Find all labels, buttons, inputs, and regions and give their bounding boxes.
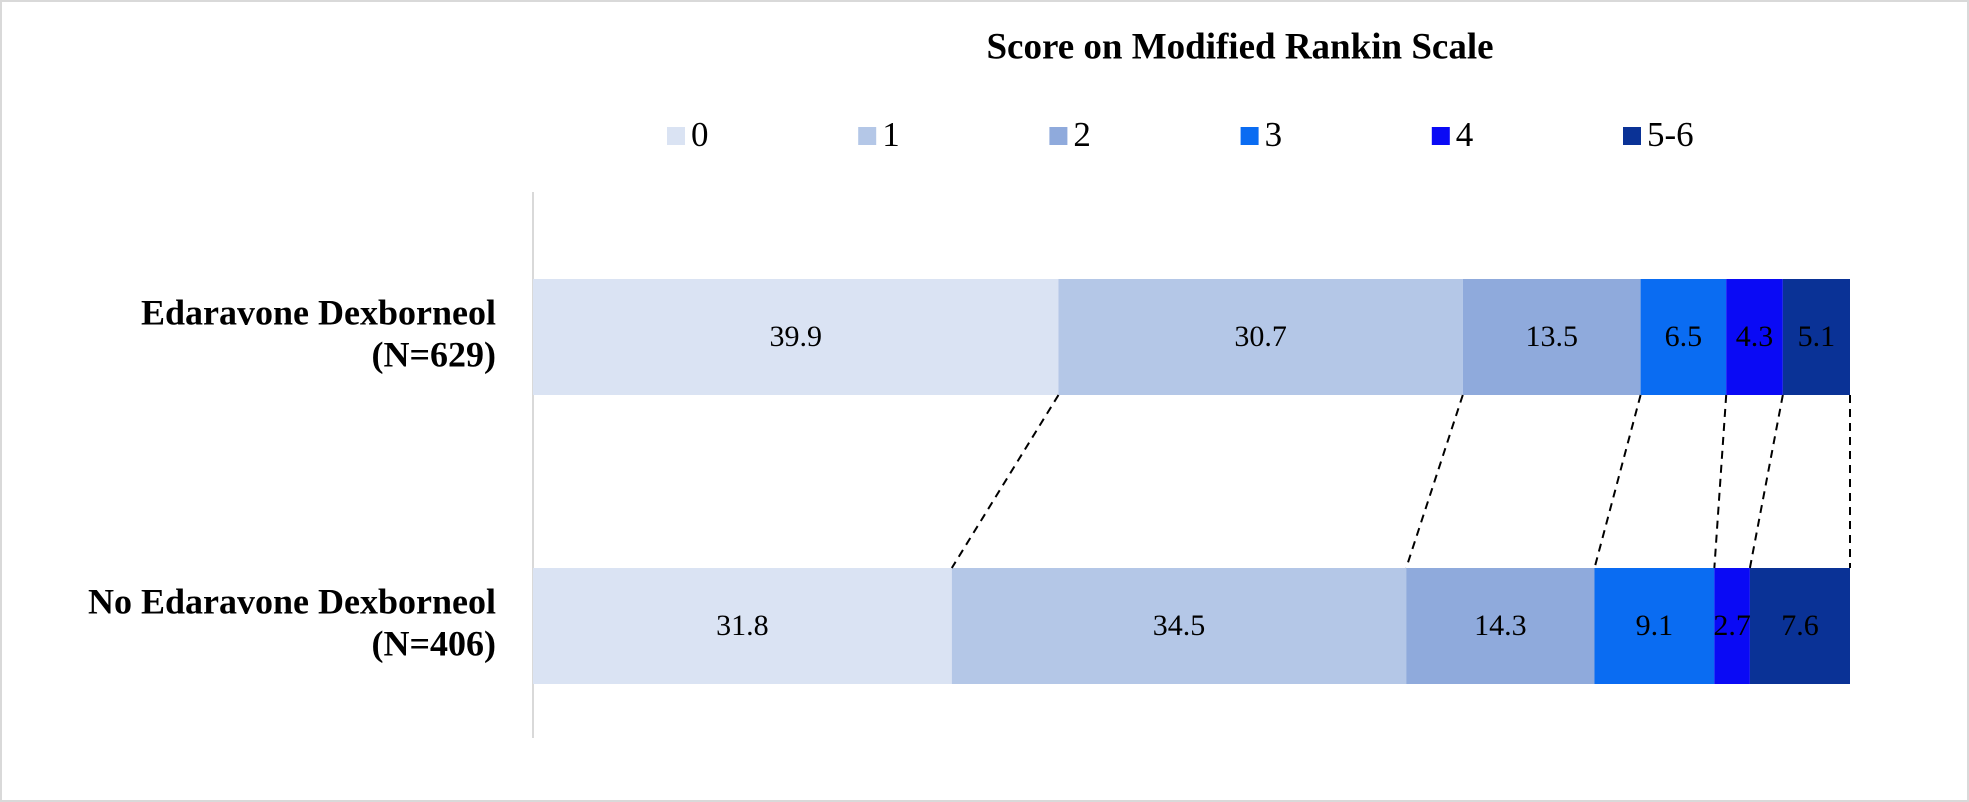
connector — [1593, 394, 1642, 569]
connector — [1713, 394, 1728, 569]
value-label: 14.3 — [1474, 609, 1527, 642]
legend-swatch — [1049, 127, 1068, 145]
bar-segment — [1640, 279, 1727, 395]
bar-segment — [533, 568, 952, 684]
bar-segment — [1749, 568, 1850, 684]
connector — [1405, 394, 1464, 569]
legend-swatch — [1623, 127, 1641, 145]
value-label: 9.1 — [1636, 609, 1674, 642]
bar-segment — [533, 279, 1059, 395]
bar-segment — [1714, 568, 1750, 684]
legend-label: 3 — [1265, 115, 1283, 154]
legend-swatch — [667, 127, 685, 145]
value-label: 39.9 — [769, 320, 822, 353]
legend-label: 5-6 — [1647, 115, 1694, 154]
value-label: 13.5 — [1525, 320, 1578, 353]
connector — [950, 394, 1060, 569]
y-tick-label: (N=629) — [372, 334, 497, 374]
value-label: 34.5 — [1153, 609, 1206, 642]
value-label: 6.5 — [1665, 320, 1703, 353]
legend-swatch — [1240, 127, 1259, 145]
bar-segment — [951, 568, 1407, 684]
value-label: 4.3 — [1736, 320, 1774, 353]
value-label: 5.1 — [1798, 320, 1836, 353]
value-label: 31.8 — [716, 609, 769, 642]
connector — [1748, 394, 1784, 569]
bar-segment — [1594, 568, 1715, 684]
value-label: 30.7 — [1234, 320, 1287, 353]
bar-segment — [1406, 568, 1595, 684]
bar-segment — [1462, 279, 1641, 395]
legend-swatch — [1431, 127, 1450, 145]
bar-segment — [1058, 279, 1463, 395]
chart-title: Score on Modified Rankin Scale — [986, 26, 1493, 67]
y-tick-label: (N=406) — [372, 623, 497, 663]
legend-label: 1 — [882, 115, 900, 154]
legend-label: 2 — [1073, 115, 1091, 154]
legend-label: 4 — [1456, 115, 1474, 154]
legend-label: 0 — [691, 115, 709, 154]
legend-swatch — [858, 127, 877, 145]
bar-segment — [1782, 279, 1850, 395]
y-tick-label: No Edaravone Dexborneol — [88, 581, 496, 621]
y-tick-label: Edaravone Dexborneol — [141, 292, 496, 332]
bar-segment — [1726, 279, 1783, 395]
value-label: 7.6 — [1781, 609, 1819, 642]
value-label: 2.7 — [1713, 609, 1751, 642]
